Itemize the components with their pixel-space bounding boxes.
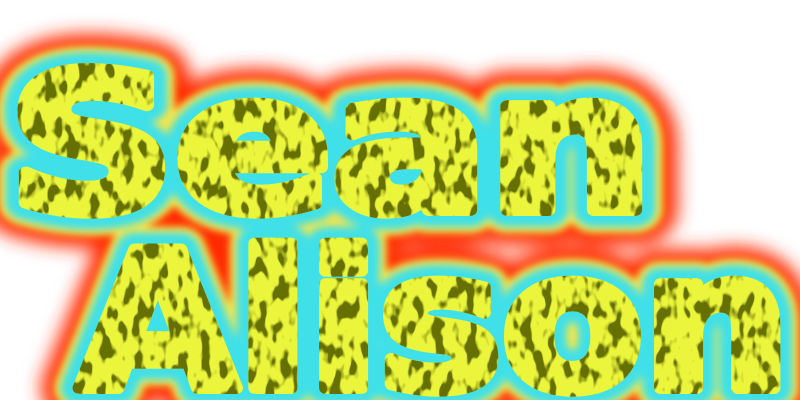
halo-text: Sean [8,34,653,255]
cyan-text: Sean [8,34,653,255]
halo-text: Alison [78,212,790,400]
face-layer: Sean Alison [2,28,796,400]
glow-text: Sean [8,34,653,255]
title-line-1: Sean [8,34,653,255]
yellow-halo: Sean Alison [0,11,800,400]
glow-text: Alison [78,212,790,400]
title-line-2: Alison [78,212,790,400]
cyan-layer: Sean Alison [0,17,800,400]
cyan-text: Alison [78,212,790,400]
